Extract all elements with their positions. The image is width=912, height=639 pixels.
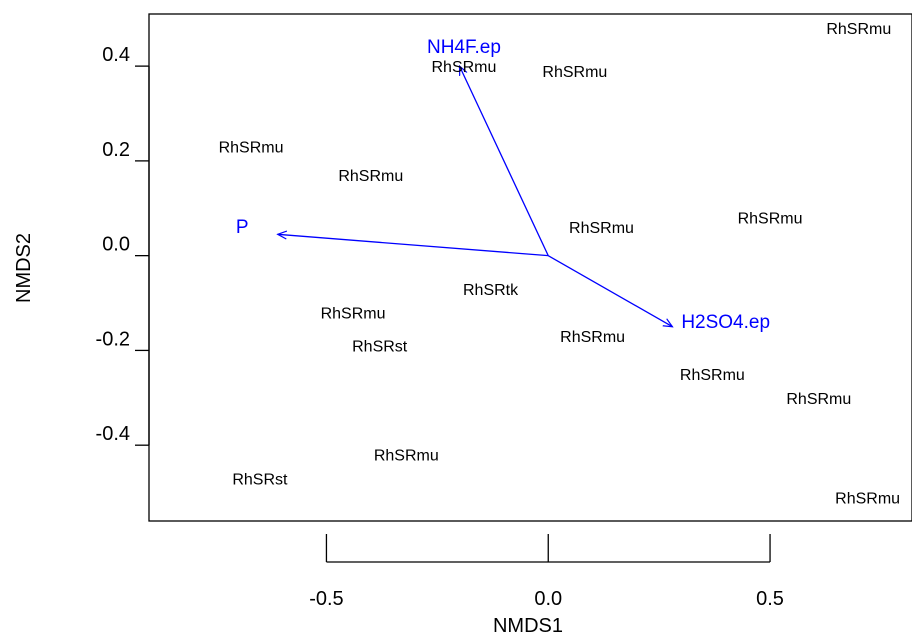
x-tick-label: 0.0: [534, 588, 562, 610]
x-axis-title: NMDS1: [493, 615, 563, 637]
site-point-label: RhSRmu: [569, 220, 634, 237]
site-point-label: RhSRmu: [786, 391, 851, 408]
vector-arrow: [278, 234, 549, 257]
site-point-label: RhSRst: [232, 471, 288, 488]
x-axis: -0.5 0.0 0.5: [309, 534, 784, 610]
x-tick-label: 0.5: [756, 588, 784, 610]
site-point-label: RhSRmu: [680, 367, 745, 384]
site-point-label: RhSRmu: [738, 211, 803, 228]
site-point-label: RhSRmu: [338, 168, 403, 185]
x-tick-label: -0.5: [309, 588, 343, 610]
vector-arrow: [460, 66, 549, 256]
site-point-label: RhSRmu: [432, 59, 497, 76]
vector-arrow: [547, 255, 672, 327]
y-tick-label: 0.4: [102, 44, 130, 66]
vector-label: NH4F.ep: [427, 37, 501, 58]
vector-label: H2SO4.ep: [681, 312, 770, 333]
site-point-label: RhSRmu: [826, 21, 891, 38]
site-point-label: RhSRst: [352, 339, 408, 356]
y-tick-label: -0.2: [96, 328, 130, 350]
site-point-label: RhSRmu: [542, 64, 607, 81]
y-axis: 0.4 0.2 0.0 -0.2 -0.4: [96, 44, 150, 446]
site-point-label: RhSRmu: [374, 448, 439, 465]
y-tick-label: 0.0: [102, 234, 130, 256]
y-tick-label: 0.2: [102, 139, 130, 161]
site-point-label: RhSRmu: [560, 329, 625, 346]
plot-frame: [148, 13, 912, 522]
site-point-label: RhSRmu: [219, 140, 284, 157]
site-point-label: RhSRmu: [321, 306, 386, 323]
site-point-label: RhSRtk: [463, 282, 519, 299]
site-labels: RhSRmu RhSRmu RhSRmu RhSRmu RhSRmu RhSRmu RhSR…: [219, 21, 901, 507]
vector-label: P: [236, 217, 249, 238]
y-tick-label: -0.4: [96, 423, 130, 445]
environmental-vectors: NH4F.ep P H2SO4.ep: [236, 37, 770, 333]
site-point-label: RhSRmu: [835, 490, 900, 507]
y-axis-title: NMDS2: [13, 233, 35, 303]
